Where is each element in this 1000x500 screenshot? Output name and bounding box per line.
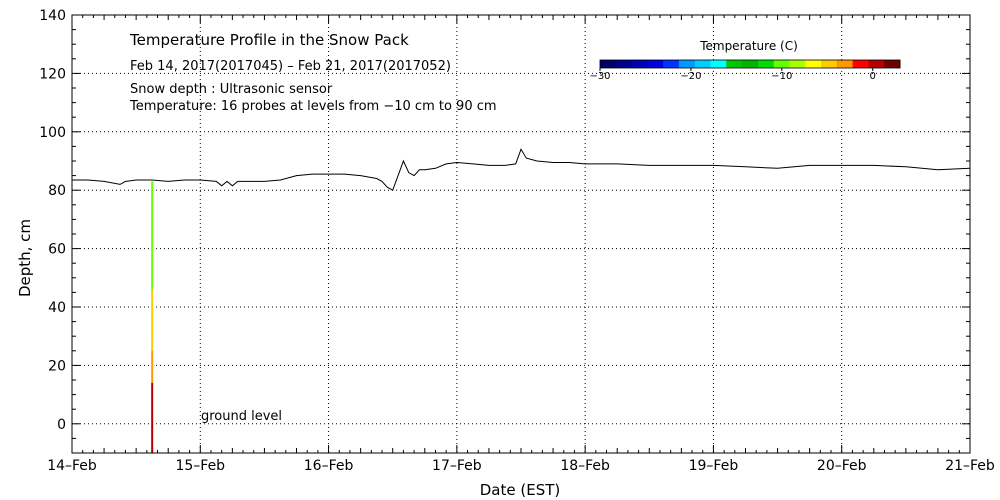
profile-segment — [151, 289, 154, 351]
colorbar: −30 −20 −10 0 — [589, 59, 901, 82]
y-tick-label: 20 — [48, 358, 66, 374]
grid-lines — [72, 15, 970, 453]
ground-level-label: ground level — [201, 409, 282, 424]
colorbar-swatch — [757, 60, 775, 68]
colorbar-swatch — [852, 60, 869, 68]
colorbar-swatch — [600, 60, 617, 68]
colorbar-swatch — [631, 60, 648, 68]
colorbar-swatch — [884, 60, 901, 68]
y-tick-label: 120 — [39, 66, 66, 82]
note-temperature: Temperature: 16 probes at levels from −1… — [129, 99, 497, 114]
series-layer — [72, 148, 971, 191]
y-axis-title: Depth, cm — [16, 219, 34, 297]
colorbar-swatch — [805, 60, 822, 68]
y-tick-label: 40 — [48, 300, 66, 316]
plot-frame — [71, 14, 971, 454]
x-axis-title: Date (EST) — [480, 481, 561, 499]
colorbar-tick-label: −20 — [680, 71, 701, 82]
colorbar-swatch — [726, 60, 743, 68]
colorbar-swatch — [789, 60, 806, 68]
colorbar-swatch — [678, 60, 696, 68]
colorbar-swatch — [742, 60, 759, 68]
x-tick-label: 16–Feb — [304, 458, 354, 474]
colorbar-swatch — [647, 60, 664, 68]
y-tick-label: 60 — [48, 242, 66, 258]
colorbar-swatch — [710, 60, 727, 68]
x-tick-label: 14–Feb — [47, 458, 97, 474]
chart-title: Temperature Profile in the Snow Pack — [129, 31, 409, 49]
profile-segment — [151, 181, 154, 290]
x-tick-label: 21–Feb — [945, 458, 995, 474]
x-tick-label: 18–Feb — [560, 458, 610, 474]
x-tick-label: 15–Feb — [175, 458, 225, 474]
colorbar-swatch — [694, 60, 712, 68]
y-tick-label: 140 — [39, 8, 66, 24]
colorbar-tick-label: −10 — [771, 71, 792, 82]
note-snow-depth: Snow depth : Ultrasonic sensor — [130, 82, 333, 97]
colorbar-swatch — [868, 60, 885, 68]
y-tick-label: 80 — [48, 183, 66, 199]
chart-subtitle: Feb 14, 2017(2017045) – Feb 21, 2017(201… — [130, 59, 451, 74]
temperature-profile — [151, 181, 154, 453]
y-tick-label: 100 — [39, 125, 66, 141]
y-tick-label: 0 — [57, 417, 66, 433]
x-tick-label: 19–Feb — [689, 458, 739, 474]
colorbar-swatch — [773, 60, 790, 68]
colorbar-title: Temperature (C) — [699, 39, 798, 53]
snow-depth-line — [72, 148, 971, 191]
colorbar-swatch — [663, 60, 680, 68]
axis-ticks: 14–Feb 15–Feb 16–Feb 17–Feb 18–Feb 19–Feb 20–F… — [39, 8, 995, 474]
colorbar-swatch — [615, 60, 633, 68]
colorbar-frame — [599, 59, 901, 69]
colorbar-swatch — [821, 60, 838, 68]
colorbar-swatch — [836, 60, 854, 68]
x-tick-label: 17–Feb — [432, 458, 482, 474]
colorbar-tick-label: −30 — [589, 71, 610, 82]
profile-segment — [151, 382, 154, 453]
x-tick-label: 20–Feb — [817, 458, 867, 474]
profile-segment — [151, 350, 154, 383]
colorbar-tick-label: 0 — [870, 71, 876, 82]
